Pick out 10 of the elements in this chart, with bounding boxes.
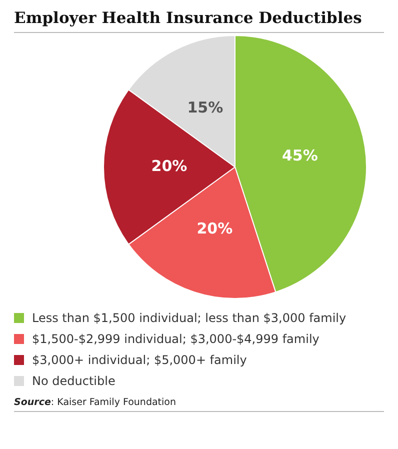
data-label: 15%: [187, 98, 224, 116]
legend-label: No deductible: [32, 374, 116, 388]
legend-label: $1,500-$2,999 individual; $3,000-$4,999 family: [32, 332, 320, 346]
source-note: Source: Kaiser Family Foundation: [14, 397, 177, 408]
data-label: 20%: [196, 219, 233, 238]
legend-label: Less than $1,500 individual; less than $3,000 family: [32, 310, 346, 324]
legend-label: $3,000+ individual; $5,000+ family: [32, 352, 247, 366]
chart-title: Employer Health Insurance Deductibles: [14, 8, 384, 33]
data-label: 45%: [282, 146, 318, 165]
data-label: 20%: [151, 156, 188, 175]
